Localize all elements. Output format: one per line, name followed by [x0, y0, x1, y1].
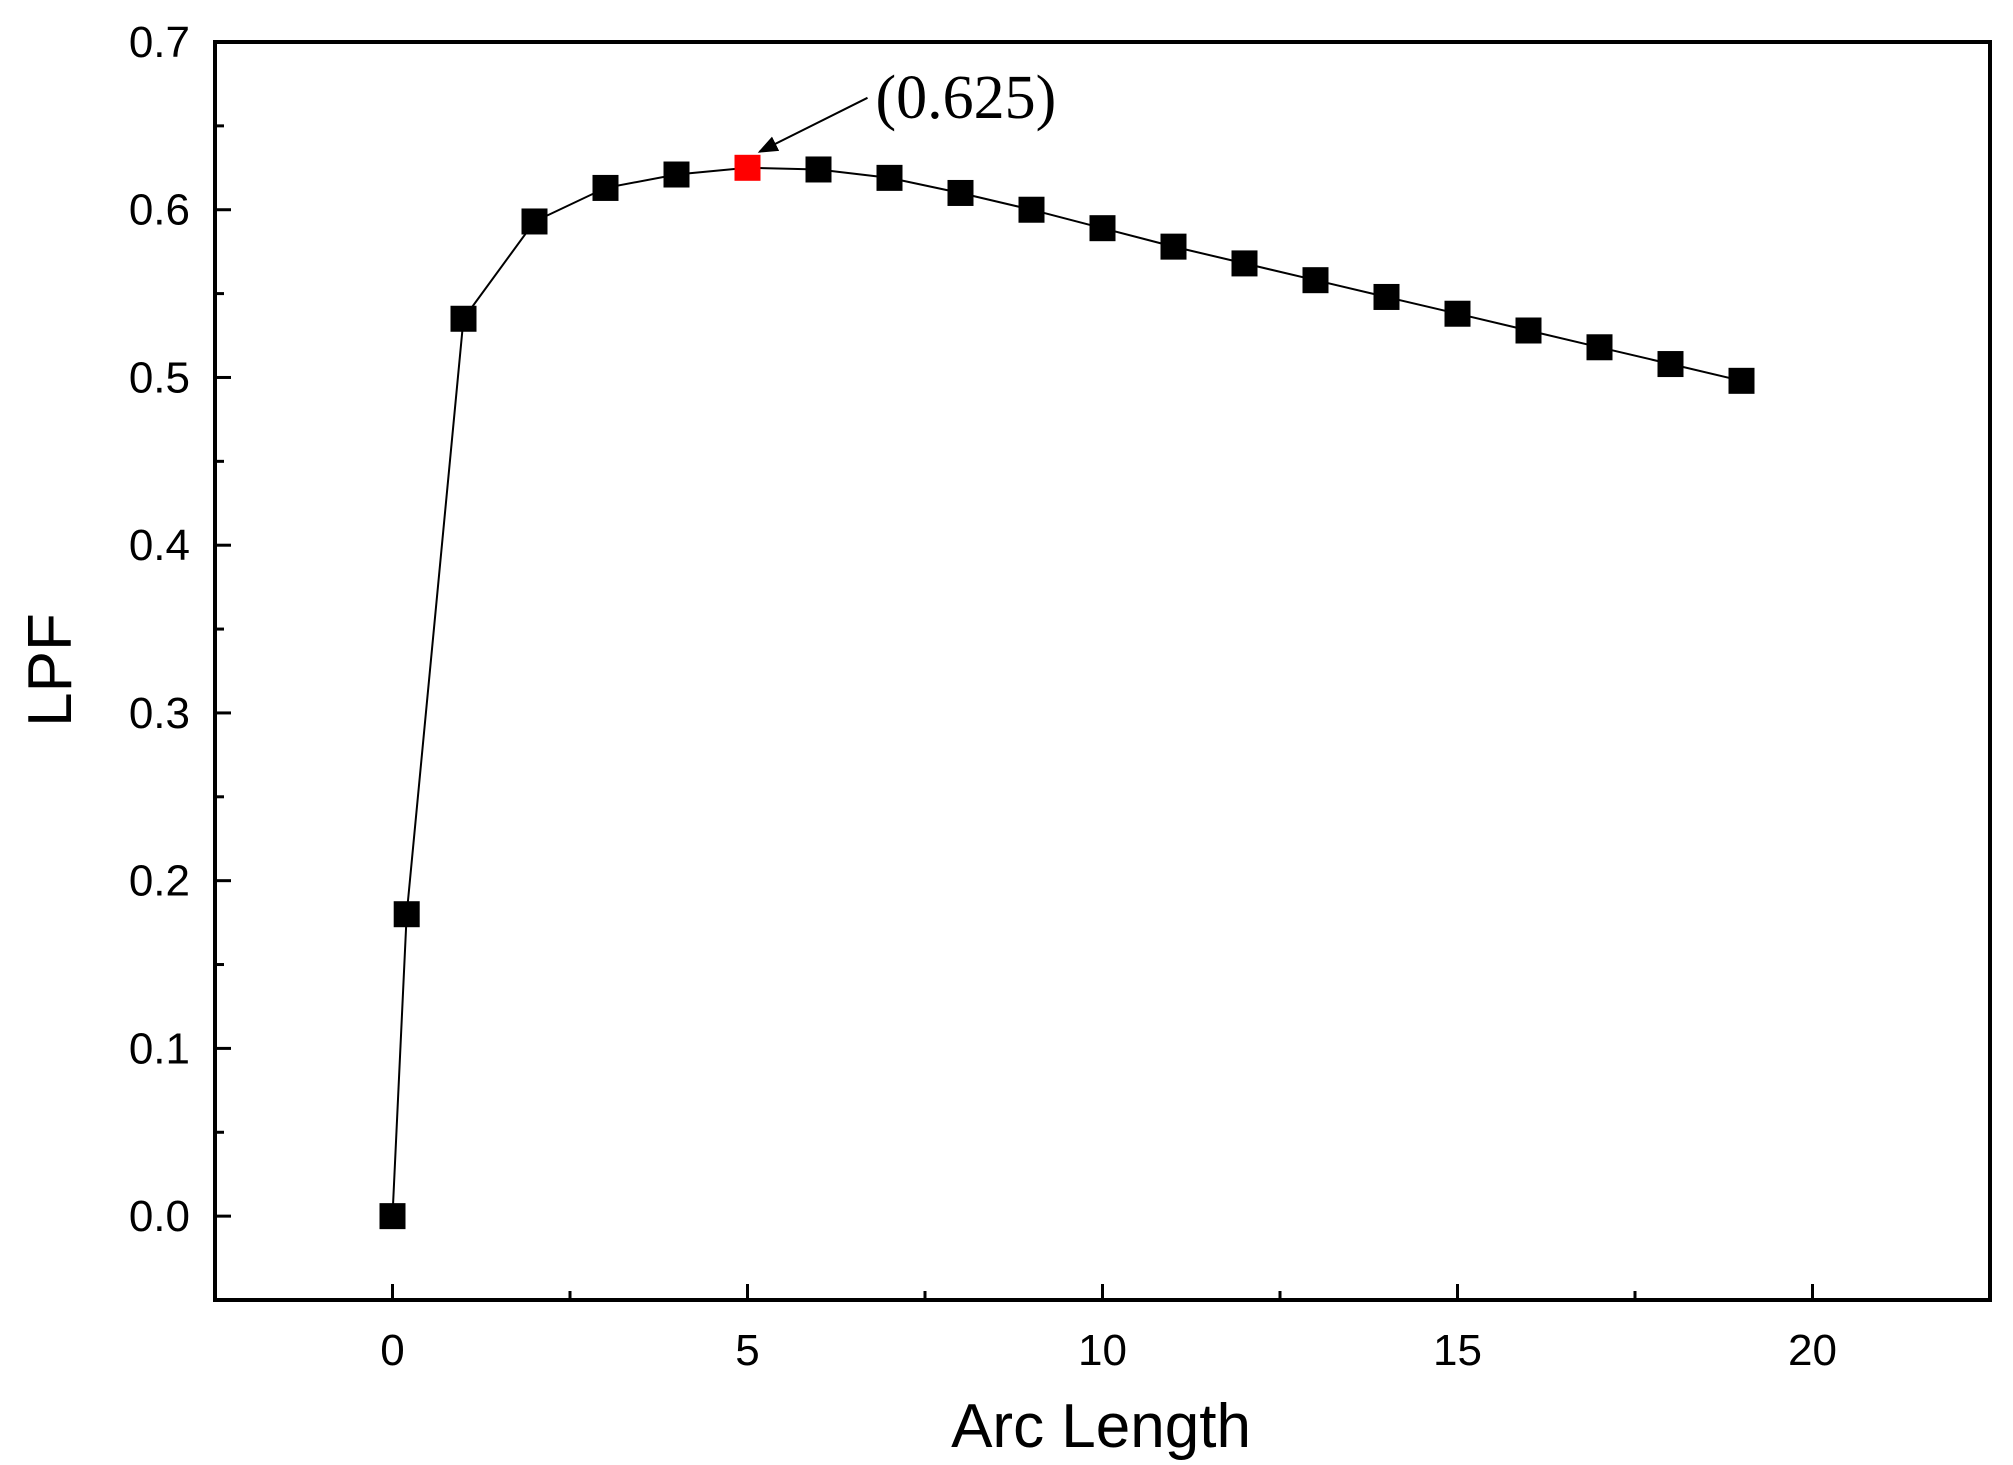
- data-point: [521, 208, 548, 235]
- x-axis-ticks: [391, 1284, 1814, 1300]
- x-tick-label: 20: [1788, 1326, 1837, 1375]
- data-point: [1728, 367, 1755, 394]
- y-tick-label: 0.6: [129, 186, 190, 235]
- data-point: [450, 305, 477, 332]
- y-tick-label: 0.4: [129, 521, 190, 570]
- data-point: [1160, 233, 1187, 260]
- x-tick-label: 15: [1433, 1326, 1482, 1375]
- data-point: [876, 164, 903, 191]
- x-axis-tick-labels: 0 5 10 15 20: [380, 1326, 1837, 1375]
- data-point: [1089, 215, 1116, 242]
- y-tick-label: 0.2: [129, 857, 190, 906]
- x-tick-label: 0: [380, 1326, 404, 1375]
- data-point: [1515, 317, 1542, 344]
- data-point: [1302, 267, 1329, 294]
- y-axis-ticks: [215, 40, 231, 1218]
- y-tick-label: 0.3: [129, 689, 190, 738]
- y-tick-label: 0.0: [129, 1192, 190, 1241]
- data-point: [805, 156, 832, 183]
- x-tick-label: 5: [735, 1326, 759, 1375]
- data-point: [1373, 283, 1400, 310]
- y-axis-tick-labels: 0.0 0.1 0.2 0.3 0.4 0.5 0.6 0.7: [129, 18, 190, 1241]
- series-markers: [379, 154, 1755, 1230]
- y-tick-label: 0.5: [129, 353, 190, 402]
- data-point: [1018, 196, 1045, 223]
- data-point: [663, 161, 690, 188]
- x-tick-label: 10: [1078, 1326, 1127, 1375]
- data-point: [393, 901, 420, 928]
- data-point: [1586, 334, 1613, 361]
- annotation-arrow: [757, 96, 868, 153]
- y-axis-title: LPF: [16, 613, 85, 727]
- data-point: [1657, 351, 1684, 378]
- x-axis-title: Arc Length: [951, 1392, 1251, 1461]
- data-point: [592, 174, 619, 201]
- data-point: [947, 179, 974, 206]
- highlighted-data-point: [734, 154, 761, 181]
- data-point: [1444, 300, 1471, 327]
- data-point: [379, 1203, 406, 1230]
- y-tick-label: 0.1: [129, 1024, 190, 1073]
- annotation-label: (0.625): [876, 64, 1057, 132]
- data-point: [1231, 250, 1258, 277]
- y-tick-label: 0.7: [129, 18, 190, 67]
